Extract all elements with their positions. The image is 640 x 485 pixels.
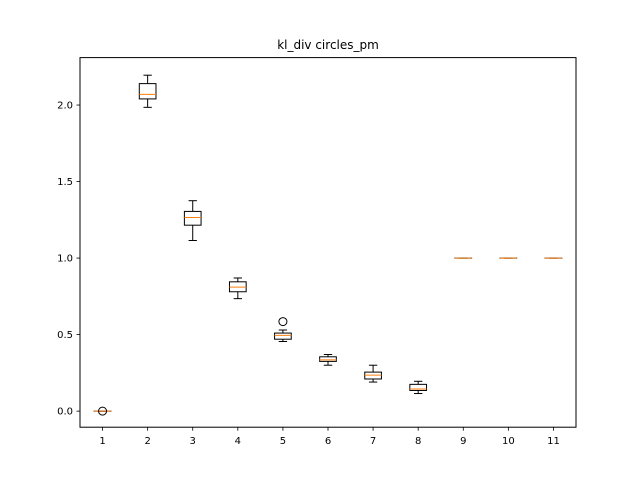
x-tick-label: 3: [190, 436, 196, 447]
y-tick-label: 0.0: [57, 407, 73, 418]
x-tick-label: 4: [235, 436, 241, 447]
x-tick-label: 2: [144, 436, 150, 447]
y-tick-label: 1.0: [57, 254, 73, 265]
x-tick-label: 9: [460, 436, 466, 447]
chart-title: kl_div circles_pm: [277, 38, 379, 52]
x-tick-label: 6: [325, 436, 331, 447]
x-tick-label: 10: [502, 436, 515, 447]
y-tick-label: 1.5: [57, 177, 73, 188]
x-tick-label: 1: [99, 436, 105, 447]
y-tick-label: 0.5: [57, 330, 73, 341]
x-tick-label: 11: [547, 436, 560, 447]
x-tick-label: 7: [370, 436, 376, 447]
x-tick-label: 8: [415, 436, 421, 447]
y-tick-label: 2.0: [57, 101, 73, 112]
x-tick-label: 5: [280, 436, 286, 447]
